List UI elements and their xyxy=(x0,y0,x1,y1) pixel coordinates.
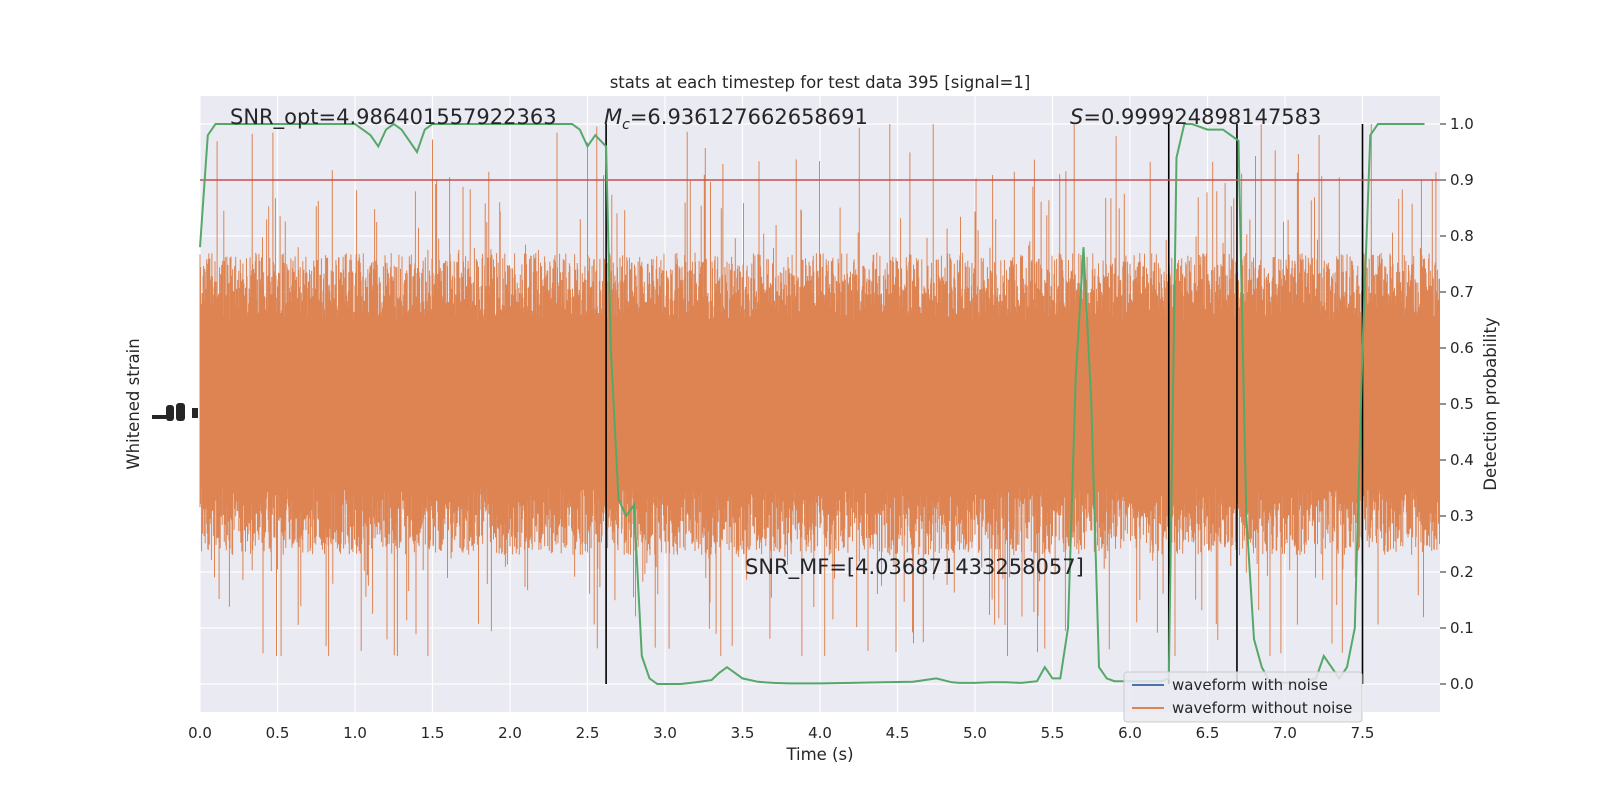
chart-title: stats at each timestep for test data 395… xyxy=(610,73,1031,92)
y-tick-label: 0.7 xyxy=(1450,283,1474,301)
y-tick-label: 1.0 xyxy=(1450,115,1474,133)
snr-mf-annotation: SNR_MF=[4.036871433258057] xyxy=(745,555,1084,580)
legend-label-noise: waveform with noise xyxy=(1172,676,1328,694)
y-tick-label: 0.6 xyxy=(1450,339,1474,357)
event-vertical-lines xyxy=(605,124,1364,684)
y-tick-label: 0.0 xyxy=(1450,675,1474,693)
y-right-axis-ticks: 0.0 0.1 0.2 0.3 0.4 0.5 0.6 0.7 0.8 0.9 1.0 xyxy=(1440,115,1474,693)
x-tick-label: 6.5 xyxy=(1196,724,1220,742)
x-tick-label: 2.0 xyxy=(498,724,522,742)
x-tick-label: 0.5 xyxy=(266,724,290,742)
x-tick-label: 1.0 xyxy=(343,724,367,742)
x-tick-label: 3.0 xyxy=(653,724,677,742)
x-tick-label: 0.0 xyxy=(188,724,212,742)
s-annotation: S=0.999924898147583 xyxy=(1070,105,1321,129)
whitened-strain-series xyxy=(199,124,1440,656)
x-tick-label: 3.5 xyxy=(731,724,755,742)
y-left-axis-label: Whitened strain xyxy=(124,338,143,469)
snr-opt-annotation: SNR_opt=4.986401557922363 xyxy=(230,105,557,130)
y-tick-label: 0.4 xyxy=(1450,451,1474,469)
x-tick-label: 7.5 xyxy=(1351,724,1375,742)
y-tick-label: 0.9 xyxy=(1450,171,1474,189)
y-tick-label: 0.1 xyxy=(1450,619,1474,637)
x-axis-ticks: 0.0 0.5 1.0 1.5 2.0 2.5 3.0 3.5 4.0 4.5 5.0 5.5 6.0 6… xyxy=(188,724,1374,742)
x-tick-label: 5.5 xyxy=(1041,724,1065,742)
legend: waveform with noise waveform without noi… xyxy=(1123,671,1363,723)
x-tick-label: 2.5 xyxy=(576,724,600,742)
x-tick-label: 4.5 xyxy=(886,724,910,742)
y-tick-label: 0.8 xyxy=(1450,227,1474,245)
x-axis-label: Time (s) xyxy=(785,745,853,764)
left-axis-clutter xyxy=(152,403,198,421)
x-tick-label: 6.0 xyxy=(1118,724,1142,742)
detection-probability-line xyxy=(199,122,1425,685)
y-tick-label: 0.3 xyxy=(1450,507,1474,525)
legend-label-clean: waveform without noise xyxy=(1172,699,1352,717)
y-tick-label: 0.2 xyxy=(1450,563,1474,581)
x-tick-label: 5.0 xyxy=(963,724,987,742)
chirp-mass-annotation: Mc=6.936127662658691 xyxy=(604,105,868,133)
x-tick-label: 7.0 xyxy=(1273,724,1297,742)
y-right-axis-label: Detection probability xyxy=(1481,317,1500,491)
y-tick-label: 0.5 xyxy=(1450,395,1474,413)
x-tick-label: 1.5 xyxy=(421,724,445,742)
x-tick-label: 4.0 xyxy=(808,724,832,742)
